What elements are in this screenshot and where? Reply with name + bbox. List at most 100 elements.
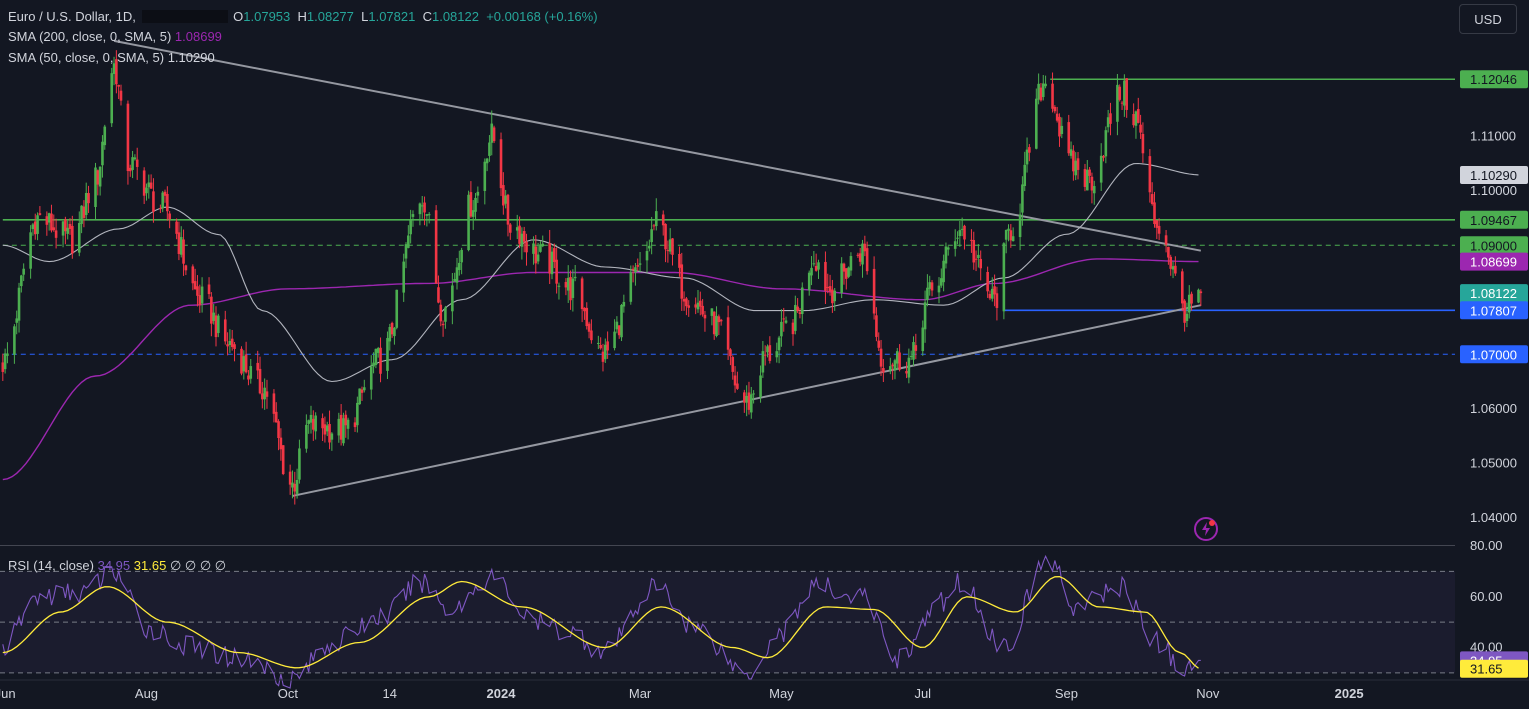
candle-body [1072, 150, 1075, 172]
candle-body [812, 263, 816, 265]
candle-body [613, 331, 616, 349]
symbol-title[interactable]: Euro / U.S. Dollar, 1D, [8, 9, 136, 24]
candle-body [404, 244, 408, 259]
pane-separator[interactable] [0, 545, 1455, 546]
price-badge-label: 1.10290 [1470, 168, 1517, 183]
candle-body [1153, 202, 1156, 225]
sma200-legend[interactable]: SMA (200, close, 0, SMA, 5) 1.08699 [8, 29, 222, 44]
candle-body [988, 293, 992, 299]
candle-body [163, 191, 167, 196]
candle-body [1051, 83, 1054, 109]
candle-body [339, 414, 343, 440]
candle-body [634, 267, 637, 273]
candle-body [569, 277, 572, 301]
candle-body [64, 219, 67, 232]
candle-body [20, 275, 23, 287]
rsi-label: RSI (14, close) [8, 558, 94, 573]
candle-body [636, 265, 640, 267]
candle-body [166, 193, 169, 212]
candle-body [230, 338, 234, 348]
sma50-legend[interactable]: SMA (50, close, 0, SMA, 5) 1.10290 [8, 50, 215, 65]
candle-body [1007, 228, 1010, 231]
candle-body [249, 366, 253, 379]
price-badge-bg [1460, 345, 1528, 364]
candle-body [715, 315, 718, 336]
candle-body [1183, 300, 1186, 323]
candle-body [444, 307, 447, 322]
candle-body [583, 307, 586, 312]
candle-body [766, 346, 769, 353]
candle-body [77, 223, 81, 253]
candle-body [407, 235, 410, 248]
candle-body [650, 229, 653, 243]
candle-body [94, 167, 97, 207]
candle-body [638, 263, 642, 265]
candle-body [1085, 169, 1089, 191]
candle-body [321, 418, 324, 429]
candle-body [1106, 117, 1110, 128]
candle-body [872, 268, 876, 314]
candle-body [110, 73, 114, 124]
candle-body [763, 354, 767, 356]
candle-body [212, 312, 215, 321]
candle-body [1164, 235, 1168, 245]
candle-body [566, 277, 570, 291]
candle-body [288, 471, 292, 485]
candle-body [363, 387, 366, 391]
candle-body [800, 287, 804, 315]
candle-body [223, 319, 227, 342]
candle-body [103, 126, 107, 146]
candle-body [471, 210, 475, 217]
candle-body [31, 224, 35, 230]
candle-body [1018, 214, 1022, 238]
candle-body [1074, 160, 1078, 176]
time-axis[interactable]: Jun Aug Oct 14 2024 Mar May Jul Sep Nov 2025 [0, 679, 1529, 701]
time-tick-label: Nov [1196, 686, 1220, 701]
candle-body [726, 317, 730, 350]
candle-body [244, 354, 248, 373]
candle-body [631, 268, 635, 271]
symbol-legend[interactable]: Euro / U.S. Dollar, 1D, O1.07953 H1.0827… [8, 9, 598, 24]
sma200-label: SMA (200, close, 0, SMA, 5) [8, 29, 172, 44]
candle-body [550, 251, 554, 275]
rsi-legend[interactable]: RSI (14, close) 34.95 31.65 ∅ ∅ ∅ ∅ [8, 558, 226, 574]
rsi-sma-value: 31.65 [133, 558, 167, 573]
candle-body [346, 419, 350, 429]
price-badge-label: 1.08122 [1470, 286, 1517, 301]
candle-body [1148, 156, 1152, 193]
candle-body [553, 248, 556, 262]
candle-body [970, 239, 973, 241]
candle-body [664, 223, 667, 250]
open-value: 1.07953 [243, 9, 291, 24]
lightning-icon[interactable] [1193, 516, 1219, 542]
candle-body [330, 433, 334, 440]
candle-body [564, 281, 568, 288]
candle-body [798, 312, 802, 315]
candle-body [66, 227, 69, 234]
high-value: 1.08277 [306, 9, 354, 24]
candle-body [52, 227, 56, 231]
candle-body [1120, 102, 1124, 104]
candle-body [775, 351, 779, 358]
candle-body [233, 344, 236, 349]
candle-body [977, 254, 980, 259]
candle-body [937, 285, 941, 293]
price-badge-bg [1460, 252, 1528, 271]
rsi-badge-bg [1460, 659, 1528, 678]
candle-body [196, 286, 199, 296]
currency-button[interactable]: USD [1459, 4, 1517, 34]
candle-body [80, 205, 83, 224]
candle-body [736, 383, 739, 389]
candle-body [191, 266, 195, 284]
candle-body [437, 287, 440, 303]
candle-body [654, 211, 658, 227]
candle-body [622, 301, 626, 307]
candle-body [712, 311, 716, 335]
candle-body [168, 213, 171, 220]
candle-body [944, 246, 948, 264]
candle-body [1090, 176, 1094, 191]
candle-body [668, 239, 672, 252]
candle-body [879, 348, 883, 367]
candle-body [504, 195, 507, 204]
